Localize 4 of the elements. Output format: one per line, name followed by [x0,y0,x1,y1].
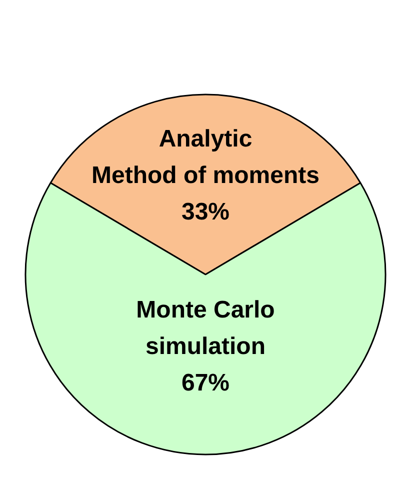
data-label: 67% [181,369,230,396]
slice-label: Analytic Method of moments [92,126,320,189]
slice-label: Monte Carlo simulation [136,296,275,360]
data-label: 33% [181,198,230,226]
